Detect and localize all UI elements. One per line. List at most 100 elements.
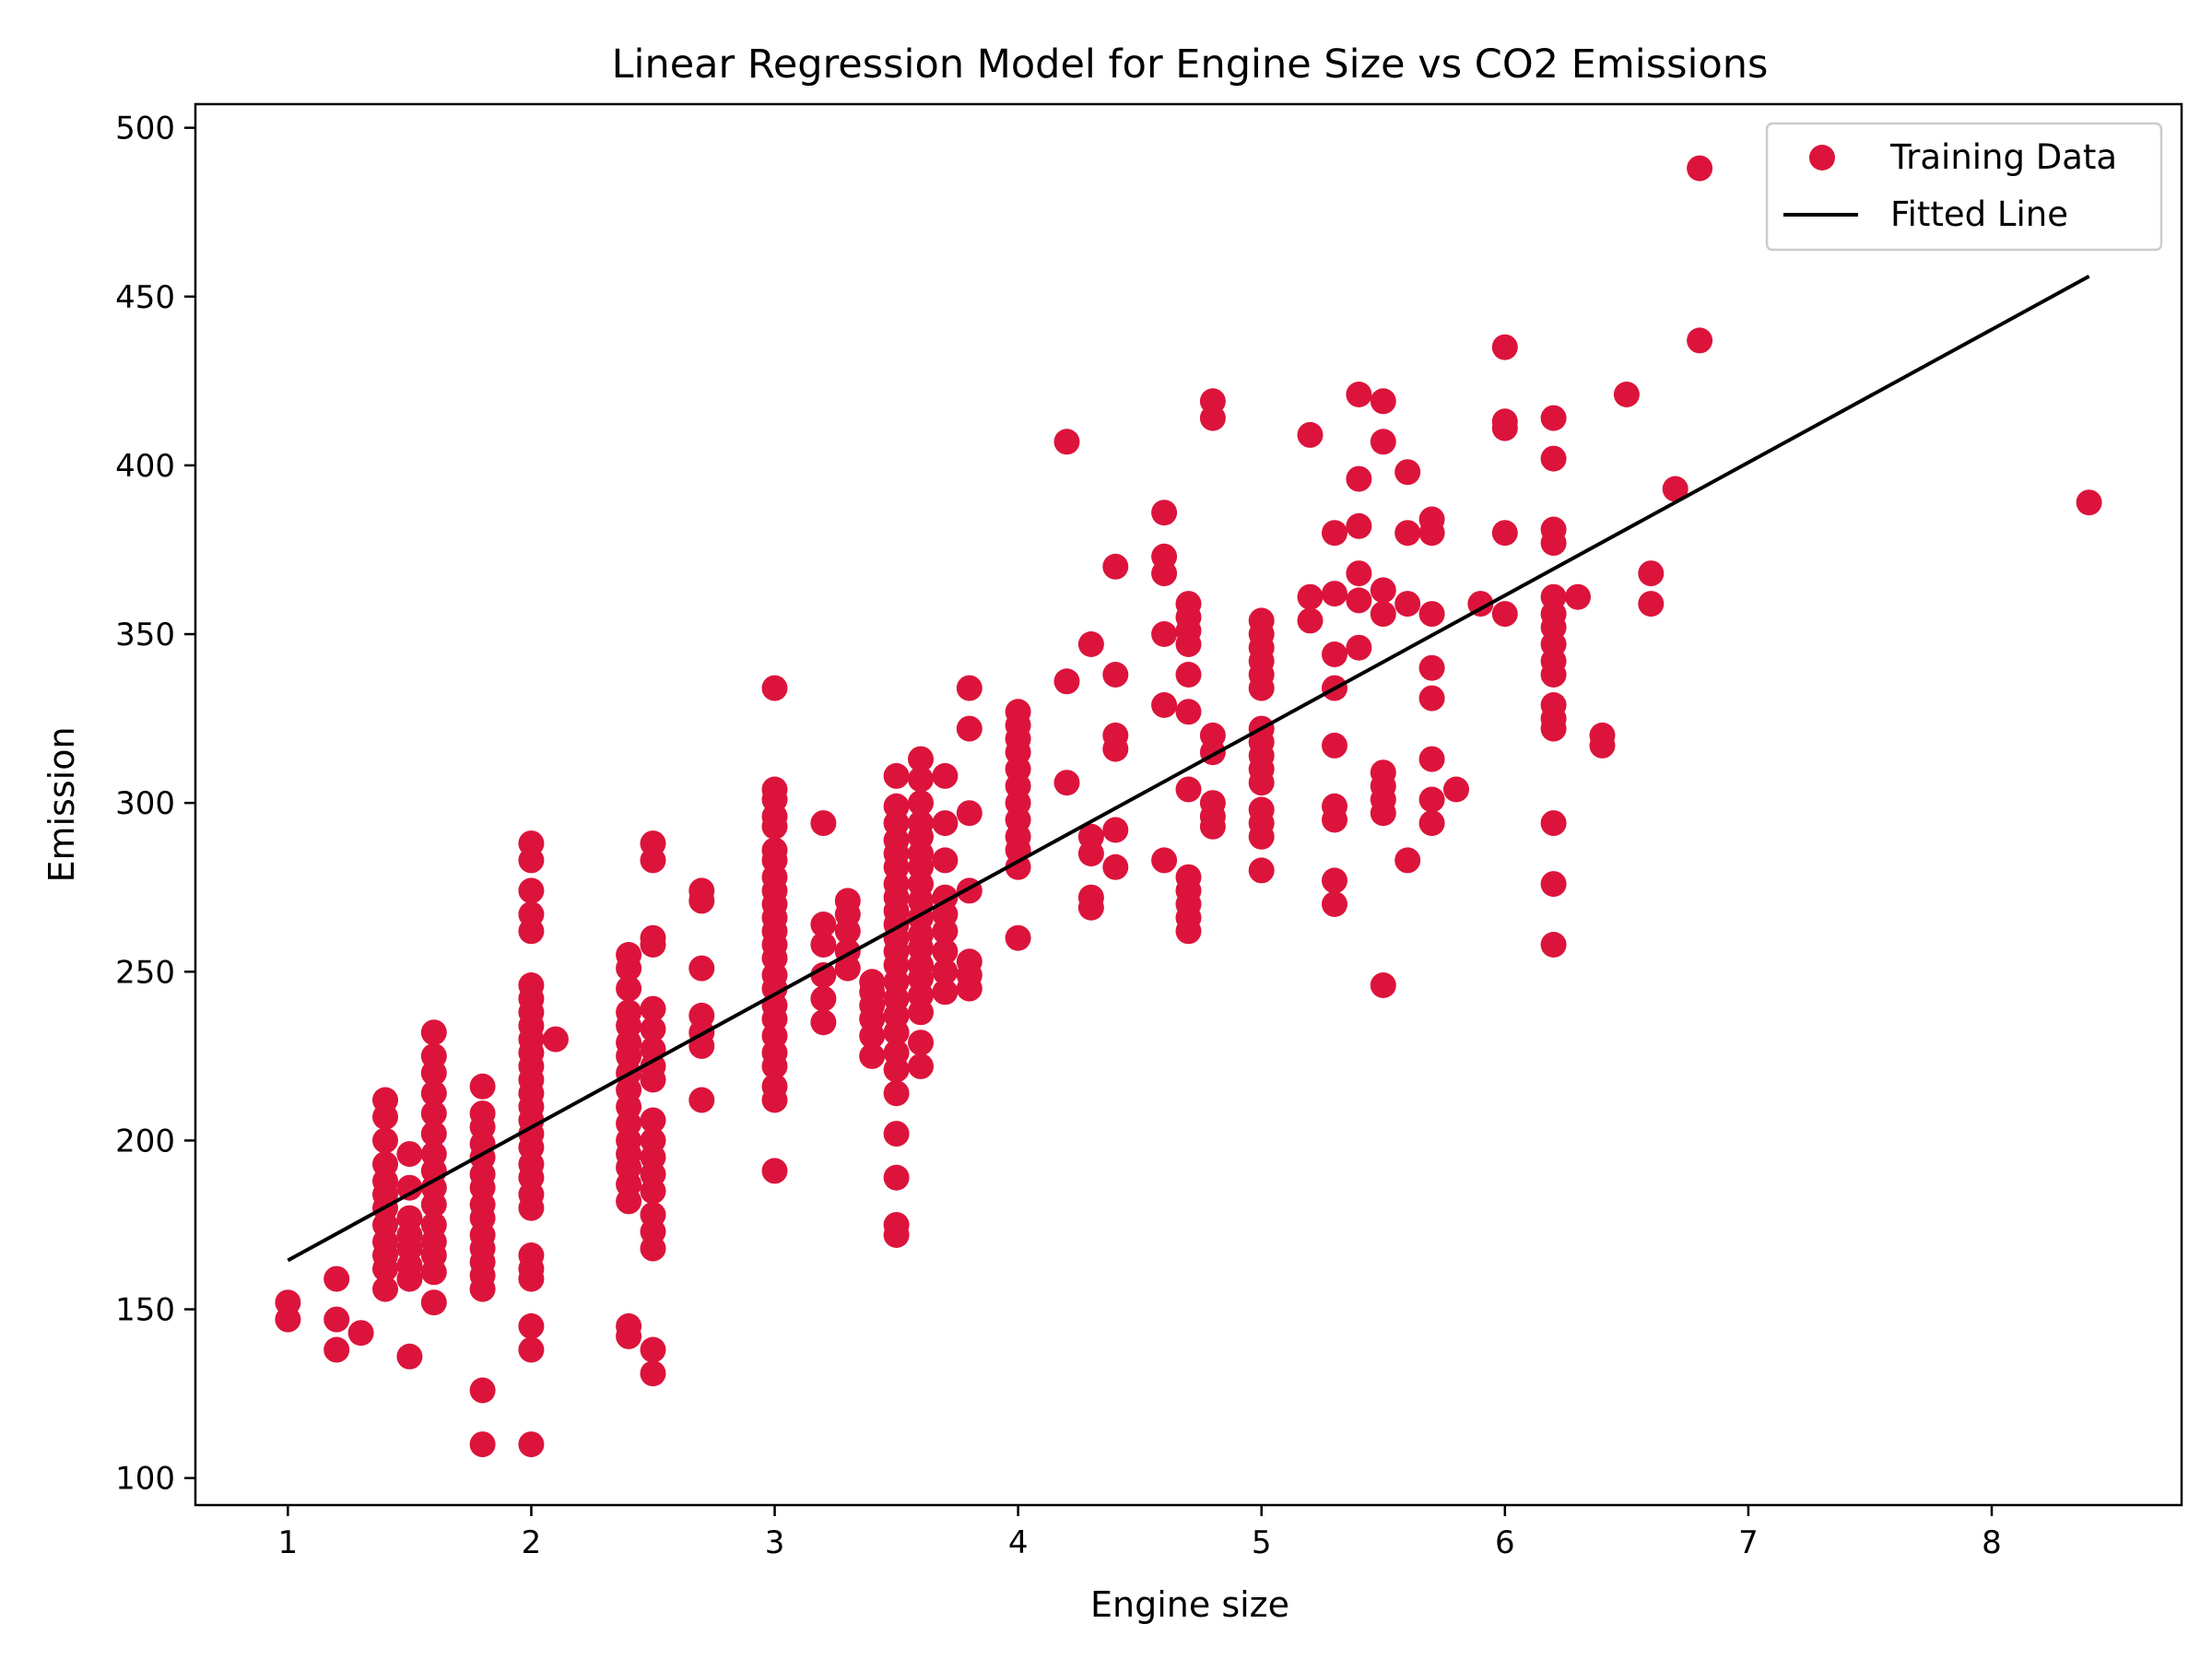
data-point	[688, 1087, 715, 1113]
data-point	[1346, 587, 1372, 614]
data-point	[932, 847, 959, 874]
data-point	[908, 746, 934, 772]
data-point	[1394, 459, 1421, 486]
data-point	[1418, 506, 1445, 533]
data-point	[810, 1009, 837, 1036]
data-point	[1370, 759, 1396, 786]
scatter-points	[275, 155, 2102, 1458]
data-point	[908, 766, 934, 793]
y-axis-label: Emission	[41, 726, 82, 882]
data-point	[1151, 543, 1178, 570]
data-point	[640, 830, 666, 857]
data-point	[1322, 641, 1347, 667]
data-point	[1053, 668, 1080, 695]
data-point	[1077, 884, 1104, 911]
data-point	[324, 1336, 350, 1363]
data-point	[810, 932, 837, 958]
data-point	[761, 1073, 788, 1100]
data-point	[640, 1127, 666, 1154]
data-point	[372, 1151, 398, 1178]
data-point	[1102, 853, 1129, 880]
data-point	[518, 1242, 545, 1268]
data-point	[640, 1360, 666, 1387]
legend-label-training-data: Training Data	[1889, 137, 2117, 177]
data-point	[956, 675, 982, 701]
data-point	[1077, 823, 1104, 850]
data-point	[956, 715, 982, 742]
data-point	[932, 938, 959, 965]
data-point	[688, 877, 715, 904]
x-tick-label: 5	[1252, 1524, 1272, 1561]
data-point	[810, 912, 837, 937]
data-point	[518, 877, 545, 904]
legend-frame	[1765, 122, 2163, 252]
data-point	[420, 1080, 447, 1107]
data-point	[908, 1030, 934, 1056]
y-tick-label: 250	[115, 954, 175, 991]
data-point	[420, 1212, 447, 1238]
data-point	[1394, 847, 1421, 874]
data-point	[1199, 790, 1226, 817]
data-point	[1370, 388, 1396, 415]
data-point	[1370, 577, 1396, 604]
data-point	[1491, 601, 1518, 628]
data-point	[1540, 810, 1567, 837]
data-point	[1248, 857, 1275, 884]
x-tick-label: 2	[522, 1524, 542, 1561]
data-point	[2076, 489, 2102, 516]
data-point	[761, 776, 788, 803]
data-point	[1394, 520, 1421, 547]
y-axis-ticks: 100 150 200 250 300 350 400 450 500	[115, 111, 195, 1498]
data-point	[1322, 891, 1347, 917]
x-tick-label: 6	[1495, 1524, 1515, 1561]
data-point	[1638, 591, 1665, 618]
data-point	[1175, 776, 1202, 803]
data-point	[761, 1158, 788, 1184]
data-point	[396, 1141, 423, 1168]
data-point	[1540, 692, 1567, 718]
data-point	[420, 1100, 447, 1127]
data-point	[1418, 601, 1445, 628]
data-point	[372, 1087, 398, 1113]
data-point	[469, 1377, 496, 1404]
data-point	[1346, 512, 1372, 539]
data-point	[883, 1121, 910, 1147]
data-point	[1540, 932, 1567, 958]
data-point	[1053, 429, 1080, 455]
data-point	[396, 1205, 423, 1231]
data-point	[518, 830, 545, 857]
x-tick-label: 1	[278, 1524, 299, 1561]
plot-area-frame	[194, 102, 2183, 1507]
x-tick-label: 8	[1982, 1524, 2002, 1561]
data-point	[883, 1080, 910, 1107]
data-point	[616, 999, 642, 1026]
data-point	[640, 1107, 666, 1134]
data-point	[420, 1019, 447, 1046]
data-point	[324, 1265, 350, 1292]
data-point	[640, 1336, 666, 1363]
data-point	[1370, 601, 1396, 628]
y-tick-label: 450	[115, 279, 175, 316]
data-point	[761, 675, 788, 701]
data-point	[1565, 583, 1591, 610]
y-tick-label: 400	[115, 448, 175, 485]
legend: Training Data Fitted Line	[1765, 122, 2163, 252]
data-point	[1346, 465, 1372, 492]
data-point	[372, 1127, 398, 1154]
data-point	[1102, 662, 1129, 688]
data-point	[1346, 634, 1372, 661]
data-point	[1418, 810, 1445, 837]
data-point	[883, 1040, 910, 1066]
data-point	[469, 1431, 496, 1458]
data-point	[1151, 621, 1178, 647]
data-point	[1540, 871, 1567, 898]
data-point	[810, 810, 837, 837]
data-point	[1248, 607, 1275, 634]
data-point	[1077, 631, 1104, 657]
data-point	[420, 1141, 447, 1168]
data-point	[883, 1212, 910, 1238]
data-point	[1491, 334, 1518, 360]
data-point	[542, 1026, 569, 1053]
data-point	[932, 762, 959, 789]
data-point	[1297, 607, 1324, 634]
